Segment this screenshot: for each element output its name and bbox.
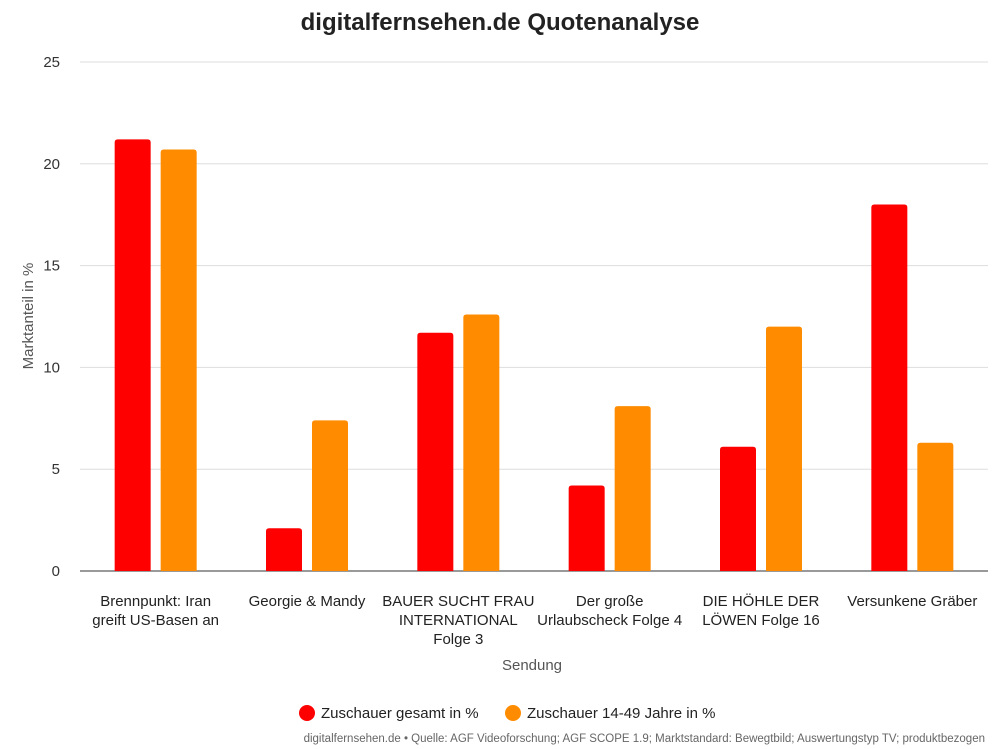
y-tick-label: 15 <box>43 258 60 275</box>
bar-14-49-3 <box>463 314 500 571</box>
x-category-label: Der große Urlaubscheck Folge 4 <box>537 593 682 629</box>
legend: Zuschauer gesamt in % Zuschauer 14-49 Jah… <box>299 705 715 722</box>
legend-marker-2 <box>505 705 521 721</box>
y-axis-title: Marktanteil in % <box>20 263 37 370</box>
x-axis-title: Sendung <box>502 657 562 674</box>
y-tick-label: 0 <box>52 563 60 580</box>
bar-gesamt-1 <box>114 139 151 572</box>
bars <box>114 139 954 572</box>
x-category-label: Georgie & Mandy <box>249 593 366 610</box>
y-tick-label: 5 <box>52 461 60 478</box>
legend-label-2: Zuschauer 14-49 Jahre in % <box>527 705 715 722</box>
x-category-label: Brennpunkt: Iran greift US-Basen an <box>92 593 219 629</box>
legend-marker-1 <box>299 705 315 721</box>
legend-label-1: Zuschauer gesamt in % <box>321 705 479 722</box>
x-axis-category-labels: Brennpunkt: Iran greift US-Basen an Georgi… <box>92 592 977 648</box>
x-category-label: Versunkene Gräber <box>847 593 977 610</box>
y-tick-label: 10 <box>43 359 60 376</box>
bar-gesamt-4 <box>568 485 605 571</box>
bar-gesamt-2 <box>266 528 302 571</box>
source-note: digitalfernsehen.de • Quelle: AGF Videof… <box>304 733 985 745</box>
bar-gesamt-3 <box>417 332 454 571</box>
bar-gesamt-6 <box>871 204 908 571</box>
chart-title: digitalfernsehen.de Quotenanalyse <box>301 9 700 36</box>
gridlines <box>80 61 988 572</box>
bar-14-49-4 <box>614 406 651 571</box>
bar-14-49-1 <box>160 149 197 571</box>
y-tick-label: 20 <box>43 156 60 173</box>
x-category-label: BAUER SUCHT FRAU INTERNATIONAL Folge 3 <box>382 593 534 648</box>
bar-14-49-6 <box>917 442 954 571</box>
bar-14-49-2 <box>312 420 348 571</box>
x-category-label: DIE HÖHLE DER LÖWEN Folge 16 <box>702 592 820 629</box>
y-tick-label: 25 <box>43 54 60 71</box>
y-axis-ticks: 0 5 10 15 20 25 <box>43 54 60 580</box>
bar-gesamt-5 <box>720 446 756 571</box>
bar-14-49-5 <box>766 326 802 571</box>
